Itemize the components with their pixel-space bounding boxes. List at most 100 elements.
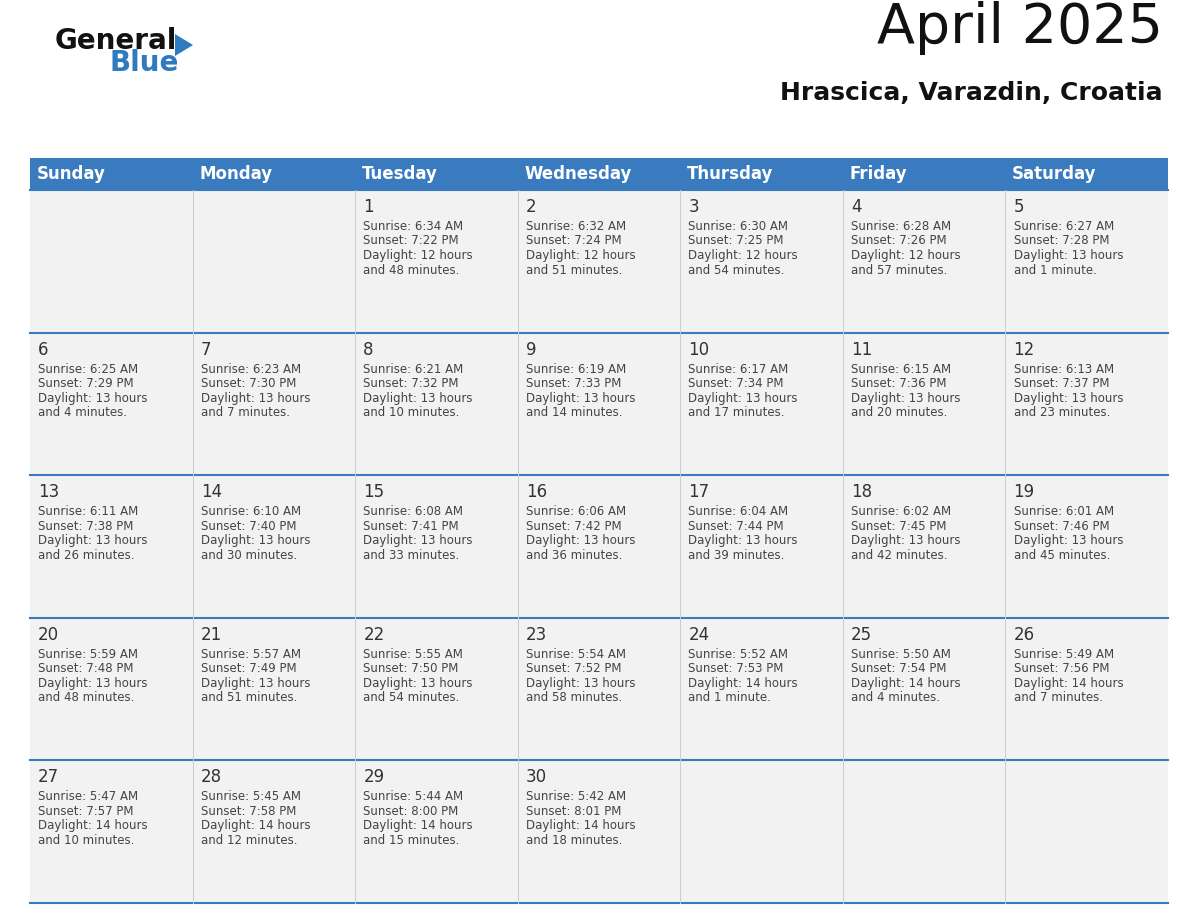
Text: 6: 6 xyxy=(38,341,49,359)
Text: Sunset: 7:33 PM: Sunset: 7:33 PM xyxy=(526,377,621,390)
Bar xyxy=(842,190,1005,332)
Text: Sunrise: 5:54 AM: Sunrise: 5:54 AM xyxy=(526,648,626,661)
Text: Sunrise: 6:15 AM: Sunrise: 6:15 AM xyxy=(851,363,952,375)
Text: Daylight: 13 hours: Daylight: 13 hours xyxy=(688,392,798,405)
Bar xyxy=(355,476,518,618)
Bar xyxy=(518,476,681,618)
Text: Sunset: 7:28 PM: Sunset: 7:28 PM xyxy=(1013,234,1110,248)
Text: 20: 20 xyxy=(38,626,59,644)
Text: Daylight: 14 hours: Daylight: 14 hours xyxy=(201,820,310,833)
Bar xyxy=(30,476,192,618)
Text: and 10 minutes.: and 10 minutes. xyxy=(38,834,134,847)
Bar xyxy=(518,618,681,760)
Polygon shape xyxy=(175,34,192,56)
Text: Tuesday: Tuesday xyxy=(361,165,437,183)
Bar xyxy=(192,158,355,190)
Text: Friday: Friday xyxy=(849,165,906,183)
Bar xyxy=(681,618,842,760)
Text: Daylight: 13 hours: Daylight: 13 hours xyxy=(851,392,960,405)
Bar xyxy=(355,618,518,760)
Text: Sunrise: 6:17 AM: Sunrise: 6:17 AM xyxy=(688,363,789,375)
Bar xyxy=(681,158,842,190)
Text: Sunrise: 6:23 AM: Sunrise: 6:23 AM xyxy=(201,363,301,375)
Text: Daylight: 12 hours: Daylight: 12 hours xyxy=(851,249,961,262)
Text: Daylight: 14 hours: Daylight: 14 hours xyxy=(688,677,798,689)
Text: and 36 minutes.: and 36 minutes. xyxy=(526,549,623,562)
Text: and 26 minutes.: and 26 minutes. xyxy=(38,549,134,562)
Text: Sunset: 7:22 PM: Sunset: 7:22 PM xyxy=(364,234,459,248)
Text: and 1 minute.: and 1 minute. xyxy=(1013,263,1097,276)
Text: Sunset: 7:29 PM: Sunset: 7:29 PM xyxy=(38,377,134,390)
Text: Sunset: 7:54 PM: Sunset: 7:54 PM xyxy=(851,662,947,676)
Bar xyxy=(192,760,355,903)
Bar xyxy=(1005,476,1168,618)
Text: Sunset: 8:01 PM: Sunset: 8:01 PM xyxy=(526,805,621,818)
Text: General: General xyxy=(55,27,177,55)
Text: 18: 18 xyxy=(851,483,872,501)
Bar xyxy=(192,618,355,760)
Bar xyxy=(681,190,842,332)
Text: Sunset: 8:00 PM: Sunset: 8:00 PM xyxy=(364,805,459,818)
Bar xyxy=(30,332,192,476)
Text: Sunset: 7:58 PM: Sunset: 7:58 PM xyxy=(201,805,296,818)
Text: Daylight: 13 hours: Daylight: 13 hours xyxy=(364,677,473,689)
Bar xyxy=(30,158,192,190)
Text: Sunrise: 6:10 AM: Sunrise: 6:10 AM xyxy=(201,505,301,518)
Bar xyxy=(1005,760,1168,903)
Text: Daylight: 13 hours: Daylight: 13 hours xyxy=(38,534,147,547)
Bar xyxy=(355,190,518,332)
Text: 22: 22 xyxy=(364,626,385,644)
Text: and 1 minute.: and 1 minute. xyxy=(688,691,771,704)
Bar xyxy=(192,476,355,618)
Bar xyxy=(355,760,518,903)
Text: Sunset: 7:49 PM: Sunset: 7:49 PM xyxy=(201,662,296,676)
Text: and 14 minutes.: and 14 minutes. xyxy=(526,406,623,420)
Text: Sunrise: 6:30 AM: Sunrise: 6:30 AM xyxy=(688,220,789,233)
Text: and 39 minutes.: and 39 minutes. xyxy=(688,549,785,562)
Text: Sunset: 7:50 PM: Sunset: 7:50 PM xyxy=(364,662,459,676)
Text: 16: 16 xyxy=(526,483,546,501)
Text: Daylight: 13 hours: Daylight: 13 hours xyxy=(526,677,636,689)
Bar xyxy=(681,476,842,618)
Text: Daylight: 13 hours: Daylight: 13 hours xyxy=(526,392,636,405)
Text: Daylight: 14 hours: Daylight: 14 hours xyxy=(851,677,961,689)
Text: and 4 minutes.: and 4 minutes. xyxy=(851,691,940,704)
Text: and 48 minutes.: and 48 minutes. xyxy=(364,263,460,276)
Text: Sunrise: 5:57 AM: Sunrise: 5:57 AM xyxy=(201,648,301,661)
Text: Sunset: 7:48 PM: Sunset: 7:48 PM xyxy=(38,662,133,676)
Bar xyxy=(192,332,355,476)
Text: 27: 27 xyxy=(38,768,59,787)
Text: Sunrise: 6:13 AM: Sunrise: 6:13 AM xyxy=(1013,363,1113,375)
Text: Sunrise: 5:47 AM: Sunrise: 5:47 AM xyxy=(38,790,138,803)
Text: 23: 23 xyxy=(526,626,548,644)
Text: 11: 11 xyxy=(851,341,872,359)
Bar xyxy=(1005,190,1168,332)
Text: 15: 15 xyxy=(364,483,385,501)
Text: Sunrise: 5:44 AM: Sunrise: 5:44 AM xyxy=(364,790,463,803)
Text: Sunrise: 6:19 AM: Sunrise: 6:19 AM xyxy=(526,363,626,375)
Text: and 12 minutes.: and 12 minutes. xyxy=(201,834,297,847)
Text: Daylight: 14 hours: Daylight: 14 hours xyxy=(526,820,636,833)
Text: Sunset: 7:52 PM: Sunset: 7:52 PM xyxy=(526,662,621,676)
Text: Daylight: 13 hours: Daylight: 13 hours xyxy=(526,534,636,547)
Text: Daylight: 14 hours: Daylight: 14 hours xyxy=(1013,677,1123,689)
Text: and 20 minutes.: and 20 minutes. xyxy=(851,406,947,420)
Text: Daylight: 12 hours: Daylight: 12 hours xyxy=(688,249,798,262)
Text: and 23 minutes.: and 23 minutes. xyxy=(1013,406,1110,420)
Text: and 18 minutes.: and 18 minutes. xyxy=(526,834,623,847)
Text: 24: 24 xyxy=(688,626,709,644)
Text: 29: 29 xyxy=(364,768,385,787)
Text: 7: 7 xyxy=(201,341,211,359)
Bar xyxy=(842,618,1005,760)
Text: Sunrise: 6:28 AM: Sunrise: 6:28 AM xyxy=(851,220,952,233)
Bar xyxy=(30,760,192,903)
Text: Daylight: 13 hours: Daylight: 13 hours xyxy=(364,392,473,405)
Text: Sunset: 7:44 PM: Sunset: 7:44 PM xyxy=(688,520,784,532)
Text: and 33 minutes.: and 33 minutes. xyxy=(364,549,460,562)
Bar xyxy=(1005,618,1168,760)
Text: Daylight: 13 hours: Daylight: 13 hours xyxy=(38,392,147,405)
Text: Sunrise: 6:06 AM: Sunrise: 6:06 AM xyxy=(526,505,626,518)
Bar xyxy=(842,332,1005,476)
Text: Thursday: Thursday xyxy=(687,165,773,183)
Text: Sunrise: 5:42 AM: Sunrise: 5:42 AM xyxy=(526,790,626,803)
